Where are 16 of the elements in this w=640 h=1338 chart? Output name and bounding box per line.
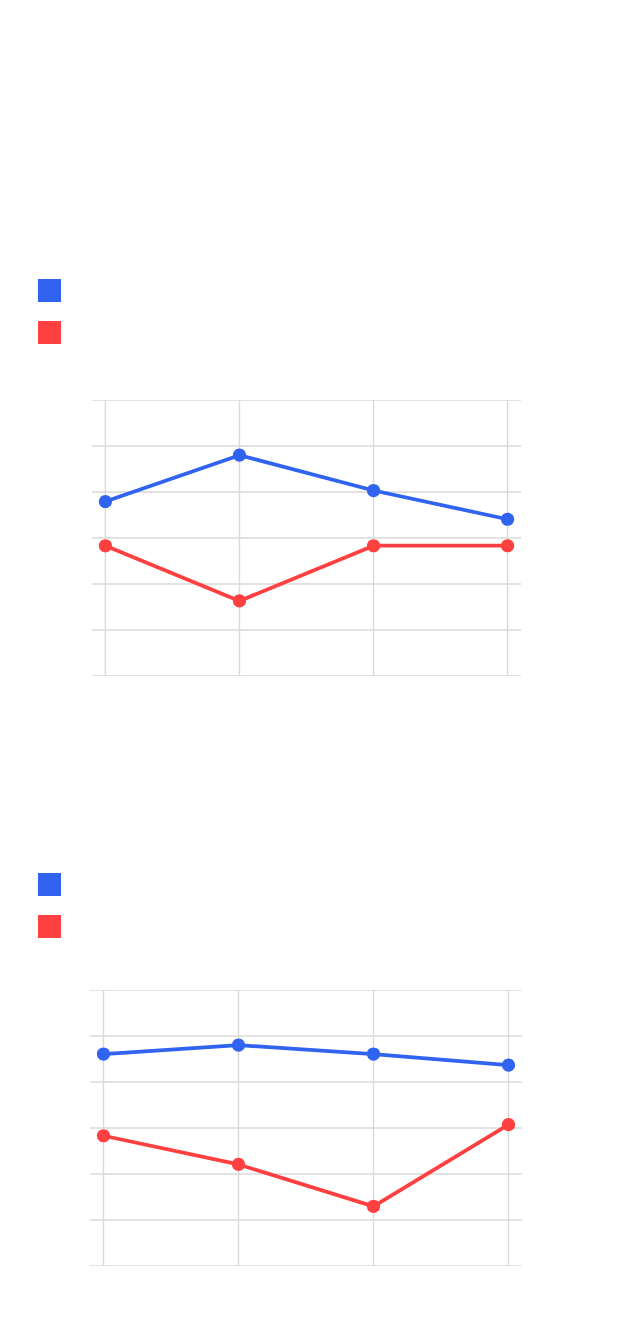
- point: [501, 512, 515, 526]
- point: [366, 539, 381, 553]
- point: [98, 494, 112, 509]
- point: [231, 1157, 246, 1172]
- point: [96, 1129, 111, 1143]
- point: [366, 1047, 381, 1061]
- point: [501, 539, 515, 553]
- point: [231, 1038, 246, 1052]
- point: [232, 594, 247, 608]
- point: [366, 1199, 381, 1213]
- point: [232, 448, 247, 462]
- point: [501, 1118, 516, 1132]
- point: [98, 539, 112, 553]
- point: [366, 483, 381, 498]
- point: [96, 1047, 111, 1061]
- point: [501, 1058, 516, 1072]
